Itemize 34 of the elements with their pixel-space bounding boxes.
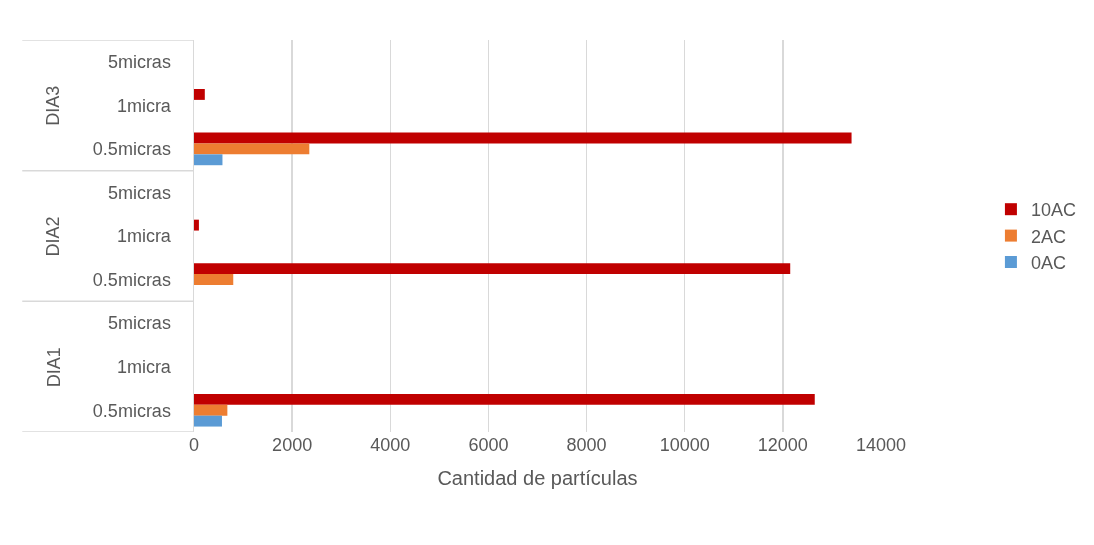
bar (194, 143, 310, 155)
y-tick-label: 1micra (116, 95, 172, 116)
x-axis-title: Cantidad de partículas (437, 466, 638, 489)
bar (194, 404, 228, 416)
x-tick-label: 0 (188, 435, 200, 455)
bar (194, 219, 199, 231)
y-tick-label: 0.5micras (92, 269, 171, 290)
legend-label: 2AC (1030, 226, 1066, 247)
bar (194, 263, 791, 275)
text: DIA3 (43, 85, 64, 126)
bar (194, 393, 815, 405)
x-tick-label: 6000 (468, 435, 509, 455)
y-tick-label: 0.5micras (92, 139, 171, 160)
x-tick-label: 8000 (566, 435, 607, 455)
y-tick-label: 0.5micras (92, 400, 171, 421)
x-tick-label: 4000 (370, 435, 411, 455)
x-tick-label: 10000 (659, 435, 710, 455)
y-tick-label: 5micras (107, 52, 171, 73)
y-tick-label: 5micras (107, 182, 171, 203)
legend-label: 0AC (1030, 253, 1066, 274)
bar (194, 415, 222, 427)
bar (194, 89, 205, 100)
bar (194, 154, 223, 166)
x-tick-label: 2000 (272, 435, 313, 455)
bar (194, 132, 852, 144)
x-tick-label: 14000 (855, 435, 907, 455)
text: DIA1 (43, 347, 64, 388)
text: DIA2 (43, 216, 64, 257)
bar (194, 274, 234, 285)
y-tick-label: 1micra (116, 226, 172, 247)
y-tick-label: 1micra (116, 356, 172, 377)
legend-label: 10AC (1030, 200, 1076, 221)
x-tick-label: 12000 (757, 435, 808, 455)
y-tick-label: 5micras (107, 313, 171, 334)
